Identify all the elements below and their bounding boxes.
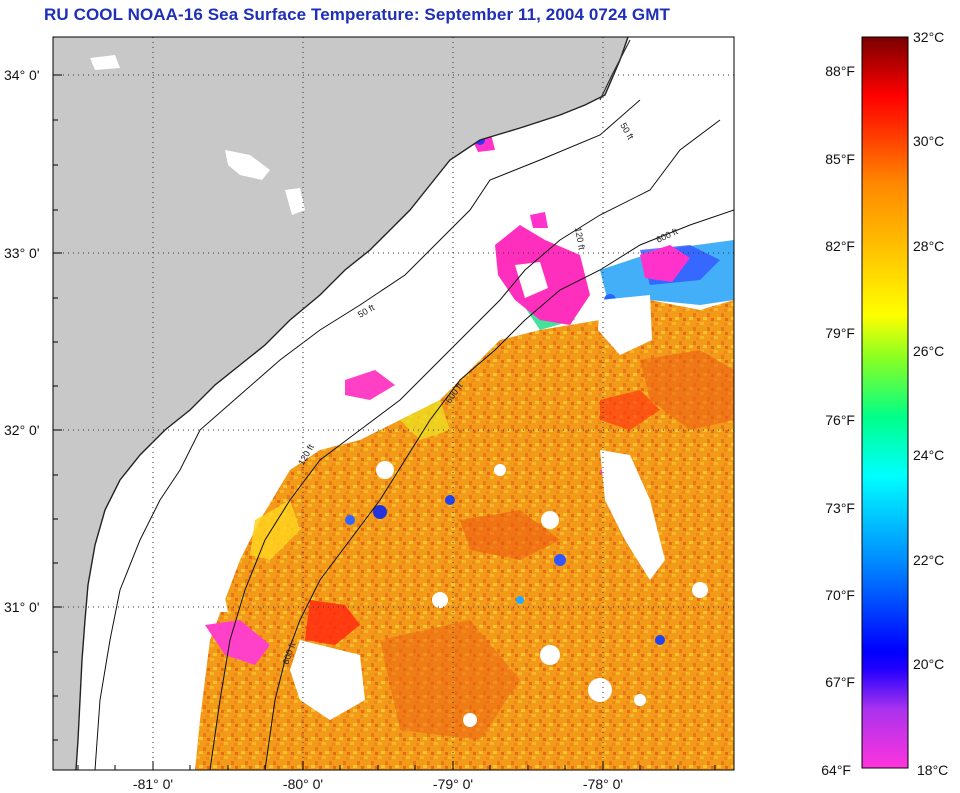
cloud-hole: [600, 450, 665, 580]
sst-cold-patch: [345, 370, 395, 400]
colorbar-c-label: 18°C: [917, 762, 948, 778]
colorbar-f-label: 88°F: [825, 63, 855, 79]
sst-cold-patch: [640, 245, 690, 282]
cloud-hole: [494, 464, 506, 476]
cloud-hole: [540, 645, 560, 665]
contour-50ft: [94, 99, 641, 770]
colorbar-c-label: 24°C: [913, 447, 944, 463]
colorbar-f-label: 79°F: [825, 325, 855, 341]
colorbar-c-label: 28°C: [913, 238, 944, 254]
lon-label: -78° 0': [583, 776, 623, 792]
colorbar-c-label: 26°C: [913, 343, 944, 359]
sst-blue-spot: [445, 495, 455, 505]
colorbar-f-label: 82°F: [825, 238, 855, 254]
sst-blue-spot: [345, 515, 355, 525]
sst-hot-patch: [460, 510, 560, 560]
lon-label: -80° 0': [283, 776, 323, 792]
sst-hot-patch: [600, 390, 660, 430]
cloud-hole: [692, 582, 708, 598]
lat-label: 31° 0': [4, 599, 40, 615]
sst-hot-patch: [640, 350, 734, 430]
colorbar-c-label: 32°C: [913, 29, 944, 45]
lake: [90, 55, 120, 70]
cloud-hole: [541, 511, 559, 529]
colorbar: [861, 36, 909, 769]
contour-600ft: [264, 209, 734, 770]
sst-hot-patch: [305, 600, 360, 645]
cloud-hole: [376, 461, 394, 479]
cloud-hole: [598, 295, 652, 355]
cloud-hole: [290, 640, 365, 720]
lake: [285, 188, 305, 215]
lake: [210, 598, 228, 612]
map-plot-area: 50 ft 50 ft 120 ft 120 ft 600 ft 600 ft …: [53, 37, 734, 770]
lat-label: 32° 0': [4, 422, 40, 438]
contour-label-120ft: 120 ft: [573, 227, 587, 251]
coastline: [75, 37, 629, 770]
cloud-hole: [463, 713, 477, 727]
cloud-hole: [588, 678, 612, 702]
sst-blue-spot: [516, 596, 524, 604]
cloud-hole: [634, 694, 646, 706]
contour-120ft: [209, 119, 721, 770]
colorbar-f-label: 70°F: [825, 587, 855, 603]
graticule: [53, 37, 734, 770]
colorbar-f-label: 76°F: [825, 412, 855, 428]
lon-label: -81° 0': [133, 776, 173, 792]
colorbar-f-label: 67°F: [825, 674, 855, 690]
land-mass: [53, 37, 628, 770]
colorbar-f-label: 64°F: [821, 762, 851, 778]
lat-ticks: [53, 74, 62, 741]
lake: [225, 150, 270, 180]
sst-blue-spot: [554, 554, 566, 566]
cloud-hole: [515, 262, 548, 298]
lat-label: 33° 0': [4, 245, 40, 261]
plot-frame: [52, 36, 735, 771]
sst-cold-patch: [205, 620, 270, 665]
cloud-hole: [432, 592, 448, 608]
lon-label: -79° 0': [433, 776, 473, 792]
colorbar-c-label: 20°C: [913, 656, 944, 672]
colorbar-c-label: 22°C: [913, 552, 944, 568]
sst-blue-spot: [373, 505, 387, 519]
colorbar-c-label: 30°C: [913, 133, 944, 149]
page-title: RU COOL NOAA-16 Sea Surface Temperature:…: [44, 5, 670, 24]
colorbar-f-label: 85°F: [825, 151, 855, 167]
colorbar-f-label: 73°F: [825, 500, 855, 516]
sst-cold-patch: [530, 212, 548, 228]
lat-label: 34° 0': [4, 67, 40, 83]
sst-hot-patch: [380, 620, 520, 740]
sst-blue-spot: [655, 635, 665, 645]
barrier-island: [599, 39, 631, 101]
lon-ticks: [77, 761, 716, 770]
